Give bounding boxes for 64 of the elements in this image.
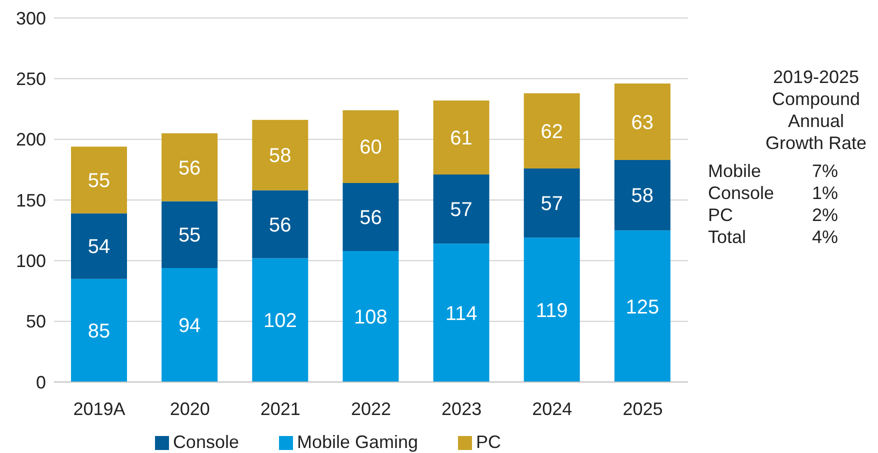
bar bbox=[614, 84, 670, 160]
bar bbox=[614, 160, 670, 230]
x-tick-label: 2022 bbox=[350, 398, 392, 419]
data-label: 61 bbox=[450, 128, 472, 150]
x-tick-label: 2023 bbox=[442, 398, 482, 419]
y-tick-label: 100 bbox=[16, 251, 46, 272]
data-label: 56 bbox=[269, 214, 292, 236]
bar bbox=[342, 250, 399, 382]
bar bbox=[524, 238, 580, 382]
x-tick-label: 2025 bbox=[622, 398, 663, 419]
text: Mobile 7% bbox=[708, 161, 838, 181]
data-label: 56 bbox=[360, 207, 382, 230]
bar bbox=[71, 146, 127, 214]
bar bbox=[71, 278, 127, 382]
data-label: 58 bbox=[269, 145, 292, 168]
text: PC 2% bbox=[708, 205, 838, 225]
text: Console 1% bbox=[708, 183, 838, 203]
y-tick-label: 50 bbox=[26, 312, 46, 332]
data-label: 94 bbox=[178, 315, 201, 338]
data-label: 125 bbox=[626, 296, 660, 318]
data-label: 102 bbox=[263, 310, 297, 332]
bar bbox=[162, 133, 218, 202]
data-label: 55 bbox=[88, 170, 110, 192]
y-tick-label: 0 bbox=[36, 372, 46, 392]
bar bbox=[433, 174, 490, 244]
y-tick-label: 250 bbox=[16, 69, 46, 90]
data-label: 54 bbox=[88, 236, 110, 258]
y-tick-label: 150 bbox=[16, 190, 46, 210]
data-label: 56 bbox=[178, 157, 201, 180]
x-tick-label: 2021 bbox=[260, 398, 300, 419]
bar bbox=[252, 258, 308, 382]
data-label: 63 bbox=[631, 112, 654, 134]
data-label: 57 bbox=[540, 193, 563, 216]
bar bbox=[524, 168, 580, 238]
data-label: 62 bbox=[540, 120, 563, 143]
bar bbox=[342, 110, 399, 184]
bar bbox=[252, 190, 308, 258]
text: 2019-2025 Compound Annual Growth Rate bbox=[764, 66, 868, 154]
data-label: 55 bbox=[178, 224, 201, 247]
bar bbox=[433, 100, 490, 175]
y-tick-label: 200 bbox=[16, 130, 46, 150]
bar bbox=[614, 230, 670, 382]
bar bbox=[162, 201, 218, 268]
x-tick-label: 2024 bbox=[532, 398, 572, 419]
x-tick-label: 2019A bbox=[73, 398, 126, 419]
y-tick-label: 300 bbox=[16, 8, 46, 28]
legend-label: Mobile Gaming bbox=[296, 432, 418, 452]
x-tick-label: 2020 bbox=[170, 398, 210, 419]
bar bbox=[71, 213, 127, 279]
data-label: 60 bbox=[360, 136, 382, 159]
data-label: 119 bbox=[536, 300, 568, 322]
data-label: 114 bbox=[445, 302, 478, 325]
bar bbox=[162, 268, 218, 382]
bar bbox=[433, 244, 490, 382]
data-label: 108 bbox=[354, 306, 388, 329]
data-label: 85 bbox=[88, 320, 110, 343]
bar bbox=[524, 93, 580, 168]
bar bbox=[252, 120, 308, 190]
data-label: 58 bbox=[631, 185, 654, 208]
legend-label: PC bbox=[476, 432, 502, 452]
data-label: 57 bbox=[450, 199, 472, 222]
bar bbox=[342, 183, 399, 251]
text: Total 4% bbox=[708, 227, 838, 247]
legend-label: Console bbox=[172, 432, 239, 452]
